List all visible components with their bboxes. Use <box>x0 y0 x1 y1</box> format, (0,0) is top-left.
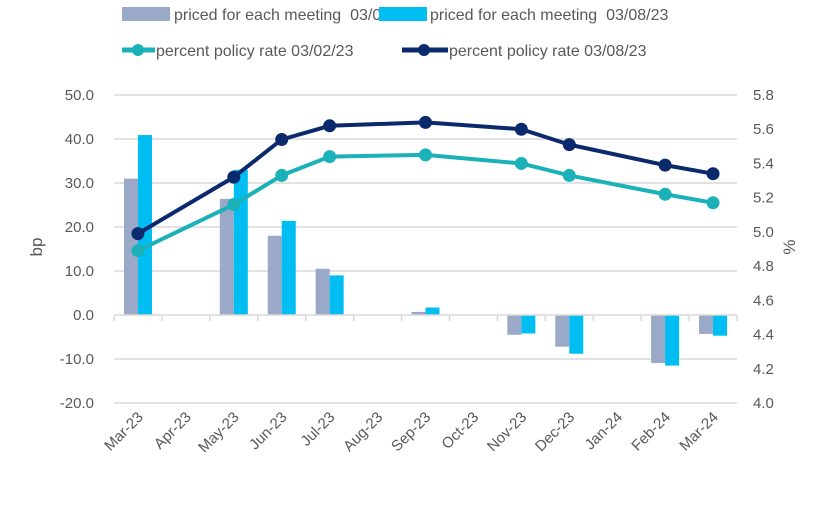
point-0308-mar-24 <box>706 167 720 181</box>
left-tick-label: -10.0 <box>60 351 94 368</box>
point-0302-feb-24 <box>658 187 672 201</box>
point-0302-dec-23 <box>562 168 576 182</box>
bar-0308-dec-23 <box>569 315 584 354</box>
bar-0308-jul-23 <box>329 275 344 315</box>
legend-marker-line-0302 <box>132 44 144 56</box>
point-0308-mar-23 <box>131 227 145 241</box>
left-axis-ticks: 50.0 40.0 30.0 20.0 10.0 0.0 -10.0 -20.0 <box>60 87 94 412</box>
legend-label-bar-0302: priced for each meeting 03/02/23 <box>174 7 412 24</box>
right-axis-title: % <box>780 239 799 254</box>
point-0302-sep-23 <box>419 148 432 162</box>
right-tick-label: 4.6 <box>753 292 774 309</box>
bar-0302-nov-23 <box>507 315 522 335</box>
bar-0308-mar-24 <box>713 315 728 336</box>
left-tick-label: 30.0 <box>65 175 94 192</box>
point-0302-jun-23 <box>275 168 289 182</box>
legend-swatch-bar-0308 <box>379 7 427 21</box>
legend-label-bar-0308: priced for each meeting 03/08/23 <box>430 7 668 24</box>
bar-0302-may-23 <box>219 198 234 315</box>
point-0302-may-23 <box>227 198 241 212</box>
x-tick-label: Feb-24 <box>628 409 674 455</box>
point-0302-mar-24 <box>706 196 720 210</box>
x-tick-label: Jul-23 <box>298 409 339 450</box>
bar-0308-feb-24 <box>665 315 680 366</box>
bar-0308-may-23 <box>233 169 248 315</box>
bar-0302-jun-23 <box>267 235 282 315</box>
legend: priced for each meeting 03/02/23 priced … <box>122 7 668 60</box>
bar-0308-sep-23 <box>425 307 440 315</box>
x-tick-label: Mar-24 <box>676 409 722 455</box>
right-tick-label: 5.2 <box>753 190 774 207</box>
x-tick-label: Sep-23 <box>388 409 434 455</box>
bar-0308-jun-23 <box>281 220 296 315</box>
x-tick-label: Apr-23 <box>151 409 195 453</box>
left-axis-title: bp <box>27 238 46 257</box>
left-tick-label: 40.0 <box>65 131 94 148</box>
point-0302-mar-23 <box>131 244 145 258</box>
right-tick-label: 5.0 <box>753 224 774 241</box>
bar-0302-mar-24 <box>699 315 714 334</box>
bar-0308-mar-23 <box>137 135 152 315</box>
left-tick-label: 50.0 <box>65 87 94 104</box>
point-0302-jul-23 <box>323 150 337 164</box>
bars <box>123 135 728 366</box>
x-tick-label: Nov-23 <box>484 409 530 455</box>
point-0308-jun-23 <box>275 132 289 146</box>
right-tick-label: 4.0 <box>753 395 774 412</box>
x-tick-label: Oct-23 <box>438 409 482 453</box>
lines <box>131 115 720 258</box>
bar-0302-sep-23 <box>411 311 426 315</box>
x-tick-label: Jan-24 <box>582 409 626 453</box>
x-tick-label: Aug-23 <box>340 409 386 455</box>
bar-0302-dec-23 <box>555 315 570 347</box>
legend-label-line-0302: percent policy rate 03/02/23 <box>156 43 354 60</box>
x-tick-label: May-23 <box>195 409 242 456</box>
legend-swatch-bar-0302 <box>122 7 170 21</box>
right-tick-label: 4.2 <box>753 361 774 378</box>
bar-0308-nov-23 <box>521 315 536 334</box>
left-tick-label: 0.0 <box>73 307 94 324</box>
point-0308-may-23 <box>227 170 241 184</box>
point-0308-feb-24 <box>658 158 672 172</box>
x-axis <box>113 314 738 321</box>
point-0308-nov-23 <box>514 122 528 136</box>
bar-0302-feb-24 <box>651 315 666 363</box>
x-tick-label: Dec-23 <box>532 409 578 455</box>
left-tick-label: 20.0 <box>65 219 94 236</box>
legend-label-line-0308: percent policy rate 03/08/23 <box>449 43 647 60</box>
legend-marker-line-0308 <box>418 44 430 56</box>
gridlines <box>114 94 737 404</box>
left-tick-label: -20.0 <box>60 395 94 412</box>
point-0308-dec-23 <box>562 138 576 152</box>
right-tick-label: 4.8 <box>753 258 774 275</box>
right-tick-label: 5.8 <box>753 87 774 104</box>
bar-0302-jul-23 <box>315 268 330 315</box>
x-tick-label: Mar-23 <box>101 409 147 455</box>
point-0302-nov-23 <box>514 156 528 170</box>
right-axis-ticks: 5.8 5.6 5.4 5.2 5.0 4.8 4.6 4.4 4.2 4.0 <box>753 87 774 412</box>
right-tick-label: 5.4 <box>753 155 774 172</box>
x-tick-label: Jun-23 <box>246 409 290 453</box>
point-0308-jul-23 <box>323 119 337 133</box>
right-tick-label: 5.6 <box>753 121 774 138</box>
left-tick-label: 10.0 <box>65 263 94 280</box>
point-0308-sep-23 <box>419 115 432 129</box>
x-axis-labels: Mar-23 Apr-23 May-23 Jun-23 Jul-23 Aug-23 Sep-… <box>101 409 722 456</box>
bar-0302-mar-23 <box>123 178 138 315</box>
right-tick-label: 4.4 <box>753 327 774 344</box>
